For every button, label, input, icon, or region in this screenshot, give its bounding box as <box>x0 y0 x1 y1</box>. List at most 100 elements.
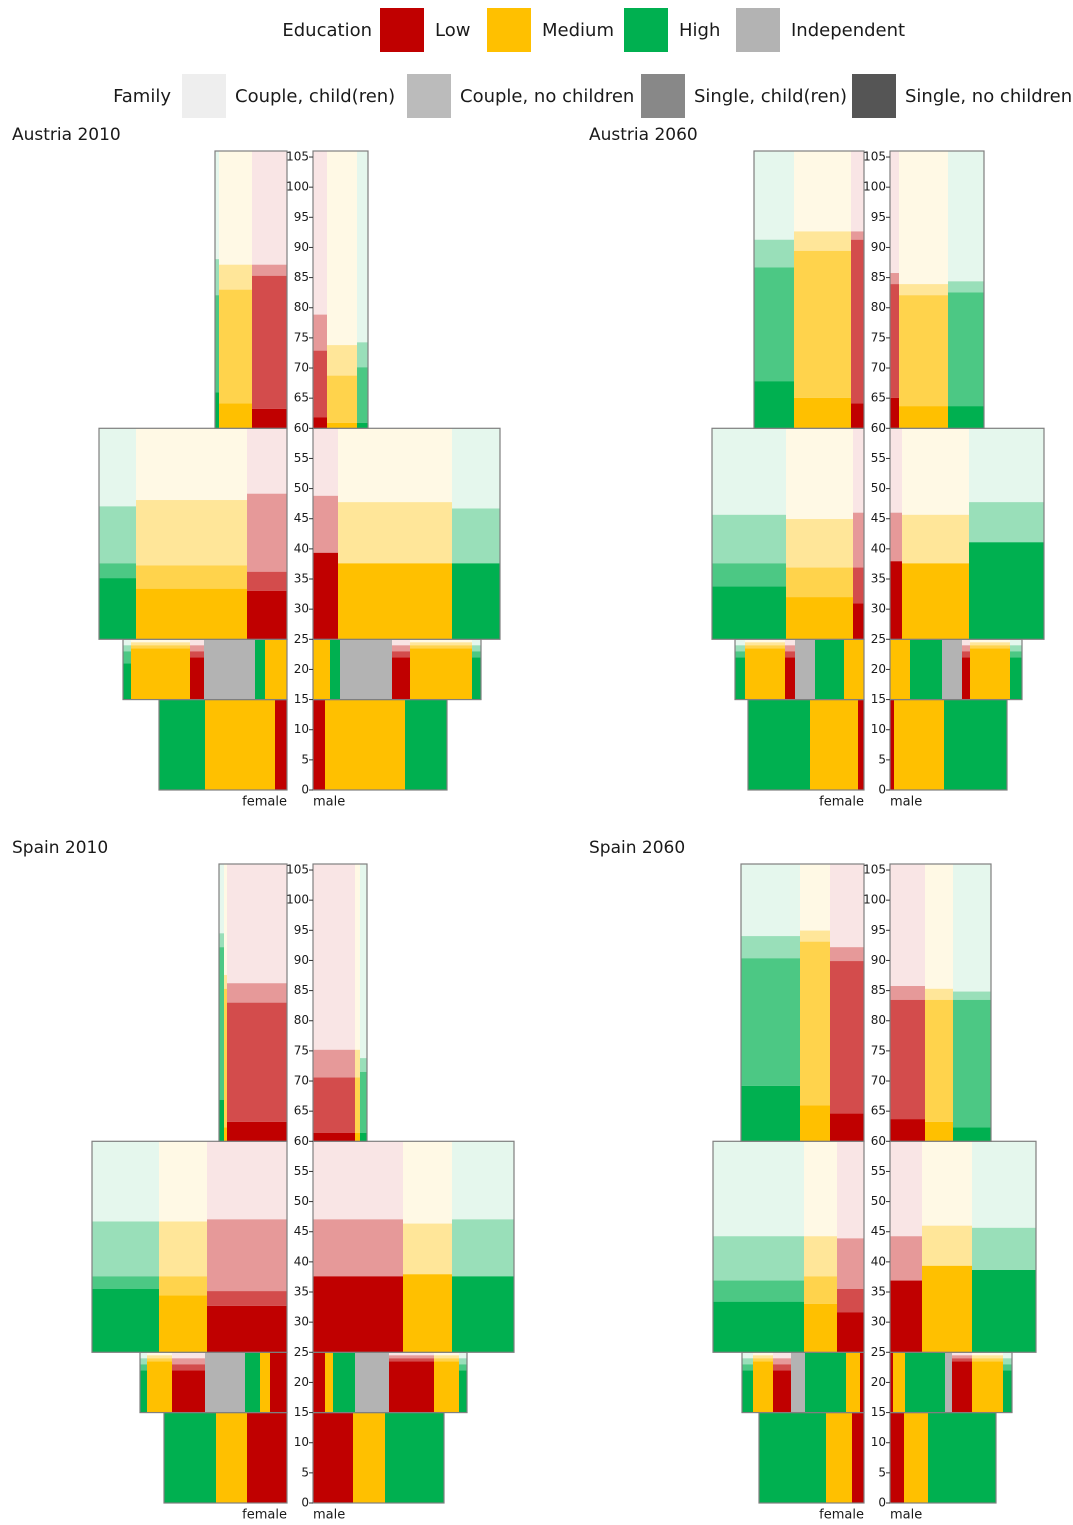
segment <box>452 1276 514 1353</box>
segment <box>742 1364 753 1371</box>
segment <box>313 1412 353 1503</box>
y-tick-label: 55 <box>871 451 886 465</box>
segment <box>712 586 786 640</box>
segment <box>844 639 864 700</box>
segment <box>219 289 252 404</box>
segment <box>275 699 287 790</box>
y-tick-label: 15 <box>294 692 309 706</box>
y-tick-label: 30 <box>871 602 886 616</box>
segment <box>1010 651 1022 658</box>
sex-label: female <box>819 1508 864 1523</box>
segment <box>910 639 942 700</box>
segment <box>899 295 948 407</box>
segment <box>265 639 287 700</box>
segment <box>830 864 864 948</box>
segment <box>215 392 219 429</box>
segment <box>948 406 984 429</box>
segment <box>219 947 224 1100</box>
y-tick-label: 70 <box>871 361 886 375</box>
segment <box>313 1141 403 1220</box>
panel-title: Austria 2060 <box>589 125 698 145</box>
segment <box>972 1358 1003 1362</box>
segment <box>330 639 340 700</box>
segment <box>972 1270 1036 1353</box>
segment <box>890 699 894 790</box>
y-tick-label: 30 <box>294 602 309 616</box>
segment <box>969 428 1044 503</box>
segment <box>948 281 984 293</box>
segment <box>313 417 327 429</box>
legend-swatch <box>407 74 451 118</box>
y-tick-label: 20 <box>871 662 886 676</box>
segment <box>147 1352 172 1356</box>
group-box <box>740 863 865 1142</box>
segment <box>252 275 287 409</box>
segment <box>893 1352 905 1413</box>
legend-title: Education <box>282 20 372 41</box>
segment <box>252 264 287 276</box>
segment <box>899 406 948 429</box>
y-tick-label: 90 <box>294 240 309 254</box>
y-tick-label: 5 <box>301 752 309 766</box>
sex-label: male <box>890 795 922 810</box>
y-tick-label: 60 <box>871 1134 886 1148</box>
y-tick-label: 90 <box>294 953 309 967</box>
segment <box>953 991 991 1000</box>
segment <box>1003 1370 1012 1413</box>
segment <box>204 639 255 700</box>
group-box <box>312 863 368 1142</box>
segment <box>804 1303 837 1353</box>
y-tick-label: 105 <box>863 863 886 877</box>
segment <box>735 651 745 658</box>
segment <box>890 1412 904 1503</box>
segment <box>890 1280 922 1353</box>
y-tick-label: 40 <box>871 1254 886 1268</box>
segment <box>313 552 338 640</box>
segment <box>890 273 899 285</box>
segment <box>99 506 136 564</box>
segment <box>459 1370 467 1413</box>
segment <box>403 1223 452 1275</box>
y-tick-label: 55 <box>294 1164 309 1178</box>
segment <box>410 645 472 649</box>
segment <box>360 1058 367 1072</box>
segment <box>944 699 1007 790</box>
segment <box>1010 639 1022 646</box>
segment <box>830 961 864 1114</box>
y-tick-label: 55 <box>294 451 309 465</box>
segment <box>92 1141 159 1222</box>
segment <box>392 651 410 658</box>
legend-title: Family <box>113 86 171 107</box>
segment <box>147 1355 172 1359</box>
y-tick-label: 100 <box>286 893 309 907</box>
segment <box>405 699 447 790</box>
segment <box>360 1132 367 1142</box>
segment <box>389 1352 434 1356</box>
segment <box>355 1352 389 1413</box>
segment <box>830 1113 864 1142</box>
segment <box>313 314 327 351</box>
segment <box>410 642 472 646</box>
segment <box>355 1049 360 1078</box>
segment <box>945 1352 952 1413</box>
segment <box>805 1352 846 1413</box>
y-tick-label: 5 <box>878 1465 886 1479</box>
segment <box>972 1227 1036 1271</box>
segment <box>741 864 800 937</box>
y-tick-label: 20 <box>871 1375 886 1389</box>
y-tick-label: 10 <box>871 1435 886 1449</box>
group-box <box>312 150 369 429</box>
legend-swatch <box>380 8 424 52</box>
segment <box>327 422 357 429</box>
segment <box>92 1288 159 1353</box>
y-tick-label: 100 <box>863 893 886 907</box>
segment <box>962 645 970 652</box>
segment <box>392 645 410 652</box>
group-box <box>214 150 288 429</box>
segment <box>472 651 481 658</box>
panel-title: Spain 2060 <box>589 838 685 858</box>
segment <box>147 1358 172 1362</box>
y-tick-label: 30 <box>871 1315 886 1329</box>
segment <box>313 699 325 790</box>
segment <box>925 988 953 1000</box>
